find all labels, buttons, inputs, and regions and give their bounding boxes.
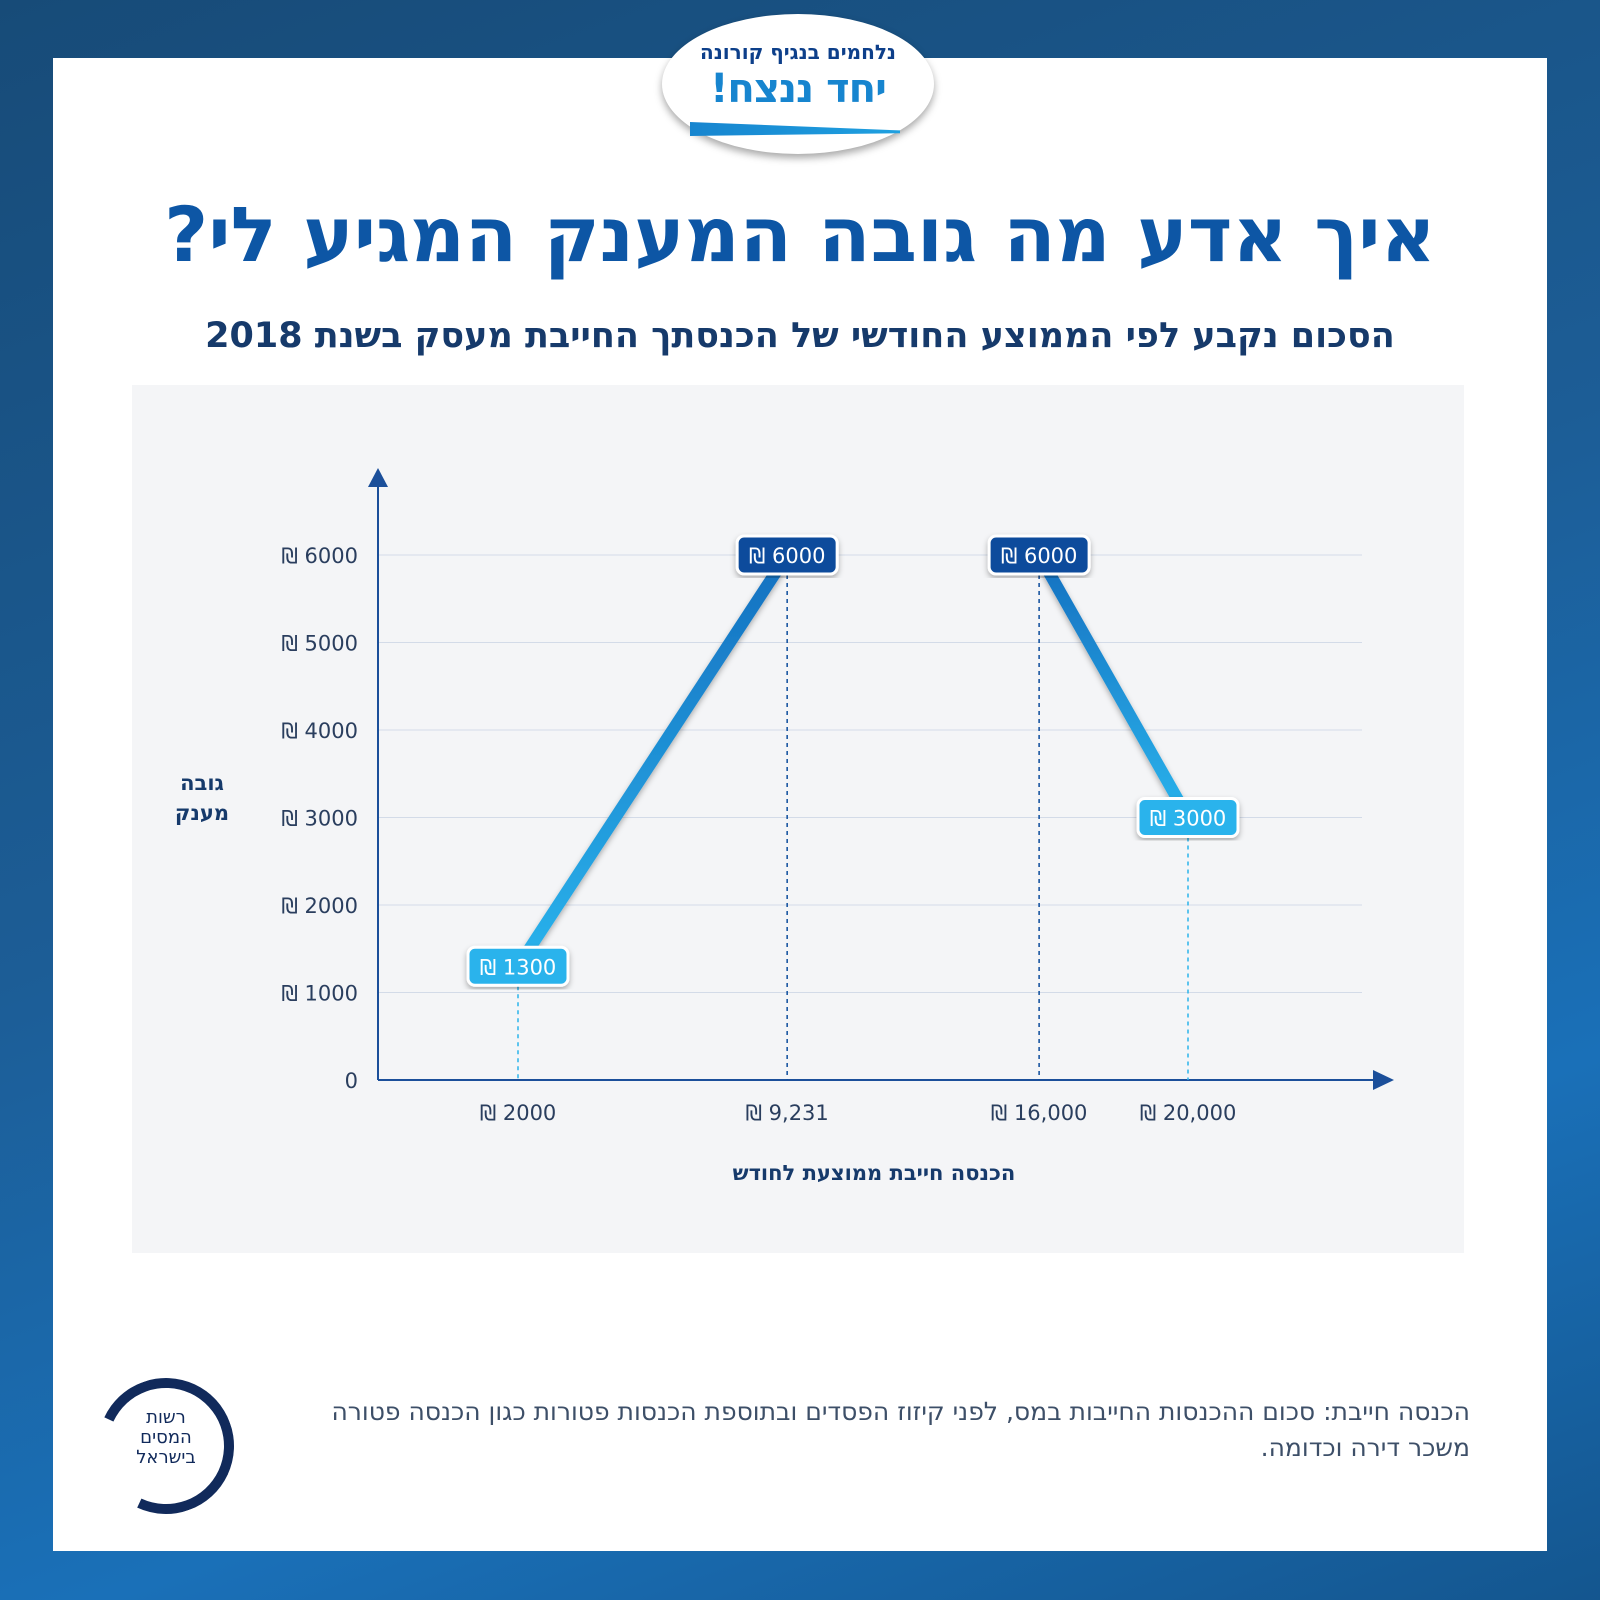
series-segment xyxy=(512,549,794,973)
logo-line2: יחד ננצח! xyxy=(710,66,887,112)
point-label: ₪ 1300 xyxy=(480,955,557,979)
campaign-logo: נלחמים בנגיף קורונה יחד ננצח! xyxy=(662,14,934,154)
y-tick-label: ₪ 1000 xyxy=(281,982,358,1006)
x-axis-title: הכנסה חייבת ממוצעת לחודש xyxy=(733,1161,1016,1185)
point-marker xyxy=(735,534,839,576)
y-tick-label: 0 xyxy=(345,1069,358,1093)
point-marker xyxy=(466,945,570,987)
x-tick-label: ₪ 9,231 xyxy=(746,1101,829,1125)
y-tick-label: ₪ 5000 xyxy=(281,632,358,656)
x-tick-label: ₪ 16,000 xyxy=(991,1101,1088,1125)
point-label: ₪ 6000 xyxy=(1001,544,1078,568)
point-label: ₪ 3000 xyxy=(1150,807,1227,831)
page-subtitle: הסכום נקבע לפי הממוצע החודשי של הכנסתך ה… xyxy=(205,316,1395,356)
x-axis-arrow-icon xyxy=(1373,1070,1394,1090)
point-marker xyxy=(1136,797,1240,838)
logo-line1: נלחמים בנגיף קורונה xyxy=(700,40,896,64)
x-tick-label: ₪ 2000 xyxy=(480,1101,557,1125)
y-tick-label: ₪ 2000 xyxy=(281,894,358,918)
x-tick-label: ₪ 20,000 xyxy=(1140,1101,1237,1125)
seal-text: רשות המסים בישראל xyxy=(136,1407,196,1468)
y-tick-label: ₪ 6000 xyxy=(281,544,358,568)
point-marker xyxy=(987,534,1091,576)
footnote: הכנסה חייבת: סכום ההכנסות החייבות במס, ל… xyxy=(331,1397,1470,1462)
y-axis-arrow-icon xyxy=(368,468,388,487)
chart-panel xyxy=(132,385,1464,1253)
series-segment xyxy=(1033,549,1194,824)
y-tick-label: ₪ 3000 xyxy=(281,807,358,831)
point-label: ₪ 6000 xyxy=(749,544,826,568)
y-axis-title: גובה xyxy=(180,771,224,795)
y-tick-label: ₪ 4000 xyxy=(281,719,358,743)
y-axis-title: מענק xyxy=(175,801,229,825)
page-title: איך אדע מה גובה המענק המגיע לי? xyxy=(164,190,1436,279)
